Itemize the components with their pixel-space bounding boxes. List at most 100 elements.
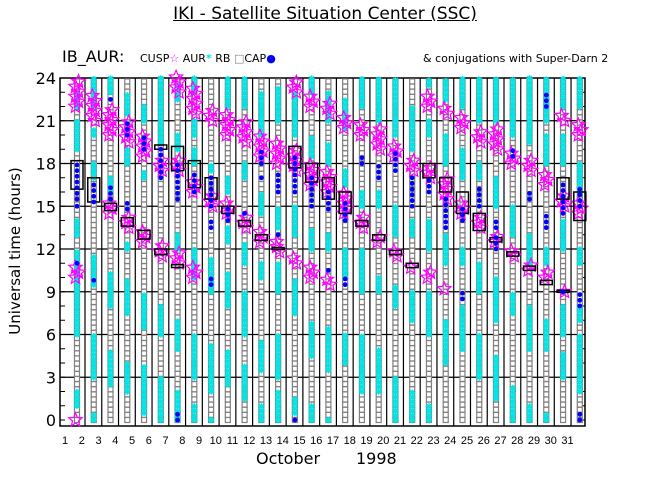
aur-asterisk — [73, 322, 81, 329]
cap-dot — [74, 185, 80, 191]
cap-dot — [275, 189, 281, 195]
cusp-star — [84, 107, 101, 123]
cap-dot — [543, 98, 549, 104]
aur-asterisk — [140, 174, 148, 181]
conjugation-box — [154, 248, 168, 256]
rb-square — [509, 191, 516, 198]
aur-asterisk — [73, 141, 81, 148]
rb-square — [358, 165, 366, 172]
aur-asterisk — [140, 112, 148, 120]
cap-dot — [208, 203, 214, 209]
rb-square — [476, 391, 483, 398]
aur-asterisk — [358, 270, 366, 277]
aur-asterisk — [140, 301, 148, 308]
aur-asterisk — [274, 94, 282, 102]
aur-asterisk — [409, 412, 416, 419]
aur-asterisk — [576, 255, 583, 262]
rb-square — [409, 283, 416, 290]
aur-asterisk — [459, 318, 466, 325]
aur-asterisk — [442, 350, 449, 358]
rb-square — [90, 293, 97, 300]
x-tick-label: 11 — [227, 435, 238, 447]
aur-asterisk — [576, 260, 583, 267]
rb-square — [559, 401, 567, 408]
rb-square — [124, 232, 131, 239]
aur-asterisk — [543, 340, 550, 348]
aur-asterisk — [526, 75, 533, 82]
aur-asterisk — [274, 394, 282, 401]
rb-square — [241, 109, 248, 116]
rb-square — [409, 98, 416, 106]
rb-square — [476, 293, 483, 300]
aur-asterisk — [107, 372, 114, 379]
aur-asterisk — [375, 274, 382, 282]
aur-asterisk — [509, 77, 516, 84]
aur-asterisk — [392, 81, 399, 89]
rb-square — [191, 386, 198, 393]
aur-asterisk — [576, 370, 583, 377]
aur-asterisk — [559, 103, 567, 110]
cusp-star — [439, 190, 456, 207]
aur-asterisk — [526, 232, 533, 240]
day-column-7 — [151, 75, 171, 424]
cusp-star — [522, 256, 540, 273]
cusp-star — [251, 137, 268, 154]
rb-square — [509, 268, 516, 275]
aur-asterisk — [442, 142, 449, 149]
rb-square — [224, 252, 231, 259]
cusp-star — [402, 157, 419, 173]
aur-asterisk — [174, 331, 181, 339]
aur-asterisk — [258, 366, 265, 374]
rb-square — [308, 391, 315, 398]
aur-asterisk — [341, 246, 349, 254]
rb-square — [509, 324, 516, 331]
aur-asterisk — [526, 331, 533, 339]
aur-asterisk — [308, 241, 315, 248]
cap-dot — [175, 162, 180, 168]
x-axis-month: October — [256, 449, 321, 468]
cap-dot — [443, 196, 449, 202]
aur-asterisk — [358, 265, 366, 273]
rb-square — [207, 155, 215, 162]
aur-asterisk — [375, 288, 382, 295]
rb-square — [174, 206, 181, 213]
aur-asterisk — [576, 312, 583, 319]
rb-square — [543, 386, 550, 393]
rb-square — [140, 201, 148, 208]
aur-asterisk — [409, 222, 416, 229]
rb-square — [308, 375, 315, 383]
rb-square — [459, 396, 466, 403]
rb-square — [90, 391, 97, 398]
cap-dot — [409, 181, 415, 186]
aur-asterisk — [124, 374, 131, 382]
aur-asterisk — [140, 391, 148, 398]
aur-asterisk — [526, 84, 533, 91]
aur-asterisk — [325, 348, 332, 356]
rb-square — [258, 386, 265, 393]
cusp-star — [302, 87, 319, 104]
rb-square — [358, 232, 366, 239]
aur-asterisk — [509, 113, 516, 120]
rb-square — [392, 237, 399, 244]
rb-square — [409, 78, 416, 85]
rb-square — [509, 365, 516, 372]
aur-asterisk — [459, 336, 466, 343]
aur-asterisk — [341, 106, 349, 113]
aur-asterisk — [341, 251, 349, 258]
aur-asterisk — [492, 103, 500, 111]
aur-asterisk — [409, 118, 416, 126]
aur-asterisk — [492, 386, 500, 393]
aur-asterisk — [325, 90, 332, 97]
cusp-star — [288, 73, 305, 90]
aur-asterisk — [325, 155, 332, 163]
rb-square — [392, 180, 399, 188]
rb-square — [409, 324, 416, 331]
aur-asterisk — [274, 407, 282, 415]
cap-dot — [175, 173, 180, 179]
aur-asterisk — [409, 123, 416, 130]
aur-asterisk — [241, 80, 248, 87]
rb-square — [342, 293, 349, 300]
cap-dot — [510, 148, 516, 154]
rb-square — [358, 242, 366, 249]
